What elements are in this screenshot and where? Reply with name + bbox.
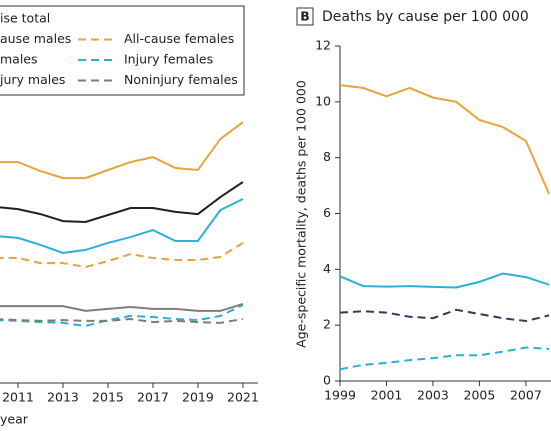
x-tick-label: 2015 [92,390,124,405]
legend-label: jury males [0,72,65,87]
legend-label: ause males [0,31,71,46]
data-line [0,121,244,180]
x-tick-label: 2011 [2,390,34,405]
x-tick-label: 2001 [371,388,403,403]
legend-box [0,5,245,96]
x-tick-label: 1999 [324,388,356,403]
data-line [0,242,244,269]
x-tick-label: 2019 [182,390,214,405]
x-tick-label: 2003 [417,388,449,403]
x-axis-label: year [0,412,29,427]
legend-label: ise total [0,11,50,26]
legend-label: males [0,52,38,67]
data-line [0,198,244,255]
legend-label: All-cause females [124,31,234,46]
x-tick-label: 2021 [227,390,259,405]
panel-label-box [296,7,314,26]
panel-label: B [300,9,310,24]
chart-title: Deaths by cause per 100 000 [322,9,529,25]
x-tick-label: 2005 [464,388,496,403]
data-line [339,84,551,195]
x-tick-label: 2013 [47,390,79,405]
y-axis-label: Age-specific mortality, deaths per 100 0… [294,80,309,348]
legend-label: Injury females [124,52,213,67]
data-line [339,346,550,371]
data-line [0,304,244,328]
legend-label: Noninjury females [124,72,238,87]
y-tick-label: 2 [323,317,331,332]
x-tick-label: 2007 [510,388,542,403]
data-line [0,317,244,324]
y-tick-label: 10 [315,93,331,108]
y-tick-label: 12 [315,38,331,53]
y-tick-label: 6 [323,205,331,220]
x-tick-label: 2017 [137,390,169,405]
y-tick-label: 4 [323,261,331,276]
y-tick-label: 8 [323,149,331,164]
data-line [339,272,550,289]
data-line [0,181,244,224]
data-line [339,308,550,323]
data-line [0,302,244,312]
y-tick-label: 0 [323,373,331,388]
